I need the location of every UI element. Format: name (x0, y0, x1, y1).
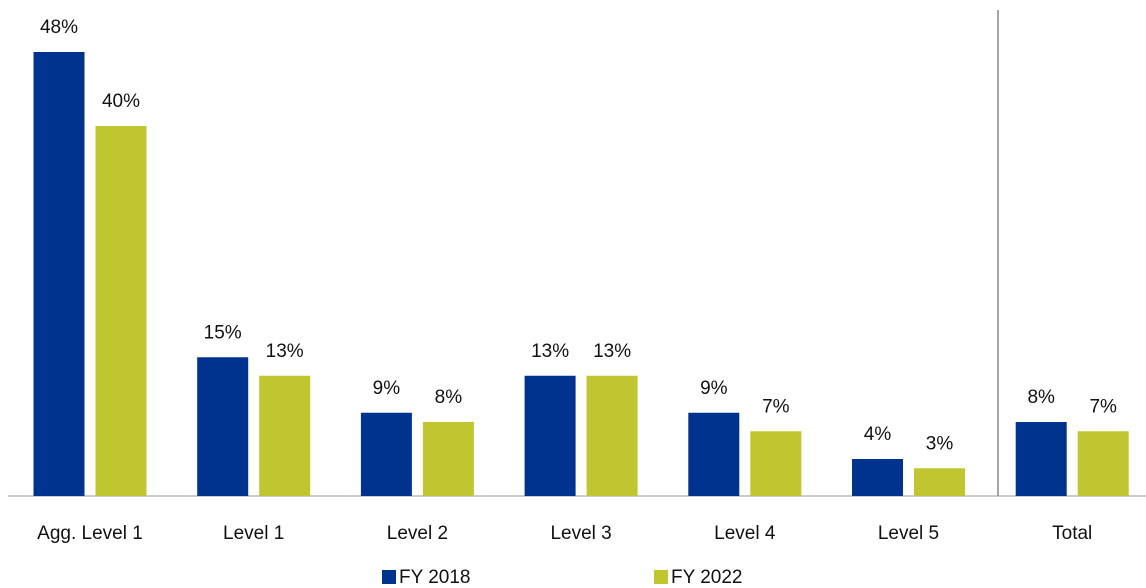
value-label: 7% (762, 396, 790, 417)
bar (197, 357, 249, 496)
bar (1015, 422, 1067, 496)
value-label: 9% (700, 378, 728, 399)
bar (259, 375, 311, 496)
x-tick-label: Level 2 (387, 523, 448, 544)
bar (33, 52, 85, 496)
x-tick-label: Level 5 (878, 523, 939, 544)
legend-label: FY 2018 (399, 567, 470, 588)
bar (688, 412, 740, 496)
value-label: 8% (435, 387, 463, 408)
x-tick-label: Agg. Level 1 (37, 523, 143, 544)
x-tick-label: Level 3 (550, 523, 611, 544)
value-label: 3% (926, 433, 954, 454)
bar (852, 459, 903, 496)
value-label: 8% (1027, 387, 1055, 408)
x-tick-label: Level 4 (714, 523, 776, 544)
bar (1077, 431, 1129, 496)
value-label: 13% (531, 341, 569, 362)
value-label: 15% (204, 322, 242, 343)
value-label: 48% (40, 17, 78, 38)
value-label: 9% (373, 378, 401, 399)
legend-swatch (654, 570, 668, 584)
value-label: 40% (102, 91, 140, 112)
bar (524, 375, 576, 496)
legend-swatch (382, 570, 396, 584)
value-label: 13% (593, 341, 631, 362)
bar (422, 422, 474, 496)
bar (586, 375, 638, 496)
legend-label: FY 2022 (671, 567, 742, 588)
bar (95, 126, 147, 496)
bar (360, 412, 412, 496)
x-tick-label: Total (1052, 523, 1092, 544)
x-tick-label: Level 1 (223, 523, 284, 544)
value-label: 7% (1089, 396, 1117, 417)
value-label: 13% (266, 341, 304, 362)
value-label: 4% (864, 424, 892, 445)
bar (914, 468, 965, 496)
bar (750, 431, 802, 496)
